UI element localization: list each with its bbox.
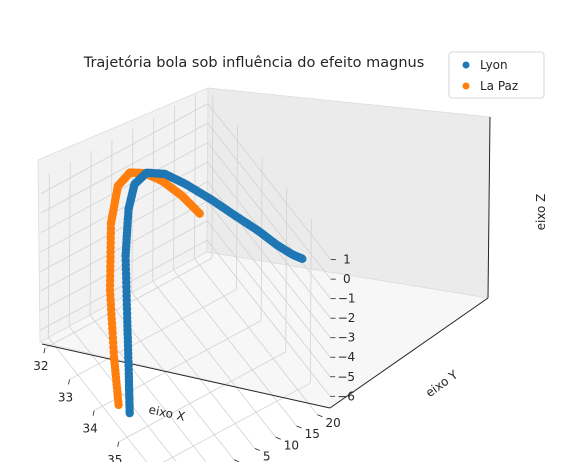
y-tick-label: 10 [284,438,299,452]
z-tick-label: 1 [343,253,351,267]
legend-box [448,51,545,99]
grid-line-y-left [47,173,50,338]
grid-line-y-floor [173,269,297,427]
grid-line-z-left [40,122,208,214]
y-tick-label: 5 [263,450,271,462]
y-axis-label: eixo Y [423,367,461,400]
z-ticks: 1 0 −1 −2 −3 −4 −5 −6 [330,253,356,403]
x-tick-mark [92,410,95,416]
legend-marker-la-paz [462,82,470,90]
z-tick-label: 0 [343,272,351,286]
grid-line-x-back [309,219,312,384]
grid-line-z-back [206,200,331,358]
z-tick-label: −3 [338,331,356,345]
grid-line-y-floor [131,292,256,449]
grid-line-z-back [206,220,331,378]
y-tick-mark [296,425,302,429]
grid-line-y-left [152,117,155,282]
y-axis-line [329,297,489,409]
chart-title: Trajetória bola sob influência do efeito… [83,55,425,71]
legend-label-la-paz: La Paz [480,79,518,93]
y-tick-mark [275,436,281,440]
y-tick-mark [254,448,260,451]
legend: Lyon La Paz [448,51,545,99]
series-lyon [121,168,307,418]
grid-line-x-back [236,125,238,290]
grid-line-z-back [206,240,331,397]
grid-line-z-back [207,142,331,299]
y-tick-mark [233,459,240,462]
series-layer [105,168,307,418]
y-ticks: 20151050−5−10−15 [233,414,341,462]
grid-line-z-left [40,103,209,194]
data-point [298,254,307,263]
data-point [195,209,204,218]
y-tick-mark [317,414,323,418]
grid-line-x-floor [93,320,262,411]
grid-line-z-back [207,103,332,260]
grid-line-z-left [40,142,208,234]
legend-label-lyon: Lyon [480,58,508,72]
x-axis-line [41,343,331,409]
grid-line-x-floor [118,351,286,443]
z-tick-label: −5 [337,370,355,384]
grid-line-x-back [211,94,214,259]
grid-line-z-back [207,122,332,280]
x-axis-label: eixo X [147,402,186,423]
x-tick-label: 34 [82,422,97,436]
grid-line-y-left [68,162,71,327]
grid-line-y-floor [48,337,148,462]
grid-line-x-floor [69,289,237,380]
z-axis-label: eixo Z [534,194,548,231]
legend-marker-lyon [462,61,470,69]
y-tick-label: 20 [325,416,340,430]
x-tick-mark [117,441,120,447]
z-tick-label: −1 [338,292,356,306]
x-tick-label: 32 [33,359,48,373]
grid-line-y-left [194,94,196,259]
grid-line-x-back [285,187,288,352]
x-tick-label: 35 [107,453,122,462]
z-tick-label: −6 [337,389,355,403]
z-tick-label: −2 [338,311,356,325]
grid-line-y-floor [194,258,318,415]
y-tick-label: 0 [242,461,250,462]
grid-line-x-floor [162,382,311,462]
x-tick-mark [68,379,70,385]
z-axis-line [487,116,491,299]
x-tick-label: 33 [58,390,73,404]
y-tick-label: 15 [305,427,320,441]
grid-line-y-left [89,150,92,316]
grid-lines [39,94,332,462]
x-ticks: 3233343536 [33,348,122,462]
z-tick-label: −4 [337,350,355,364]
x-tick-mark [43,348,46,354]
grid-line-x-back [260,156,263,321]
grid-line-y-floor [152,281,277,438]
